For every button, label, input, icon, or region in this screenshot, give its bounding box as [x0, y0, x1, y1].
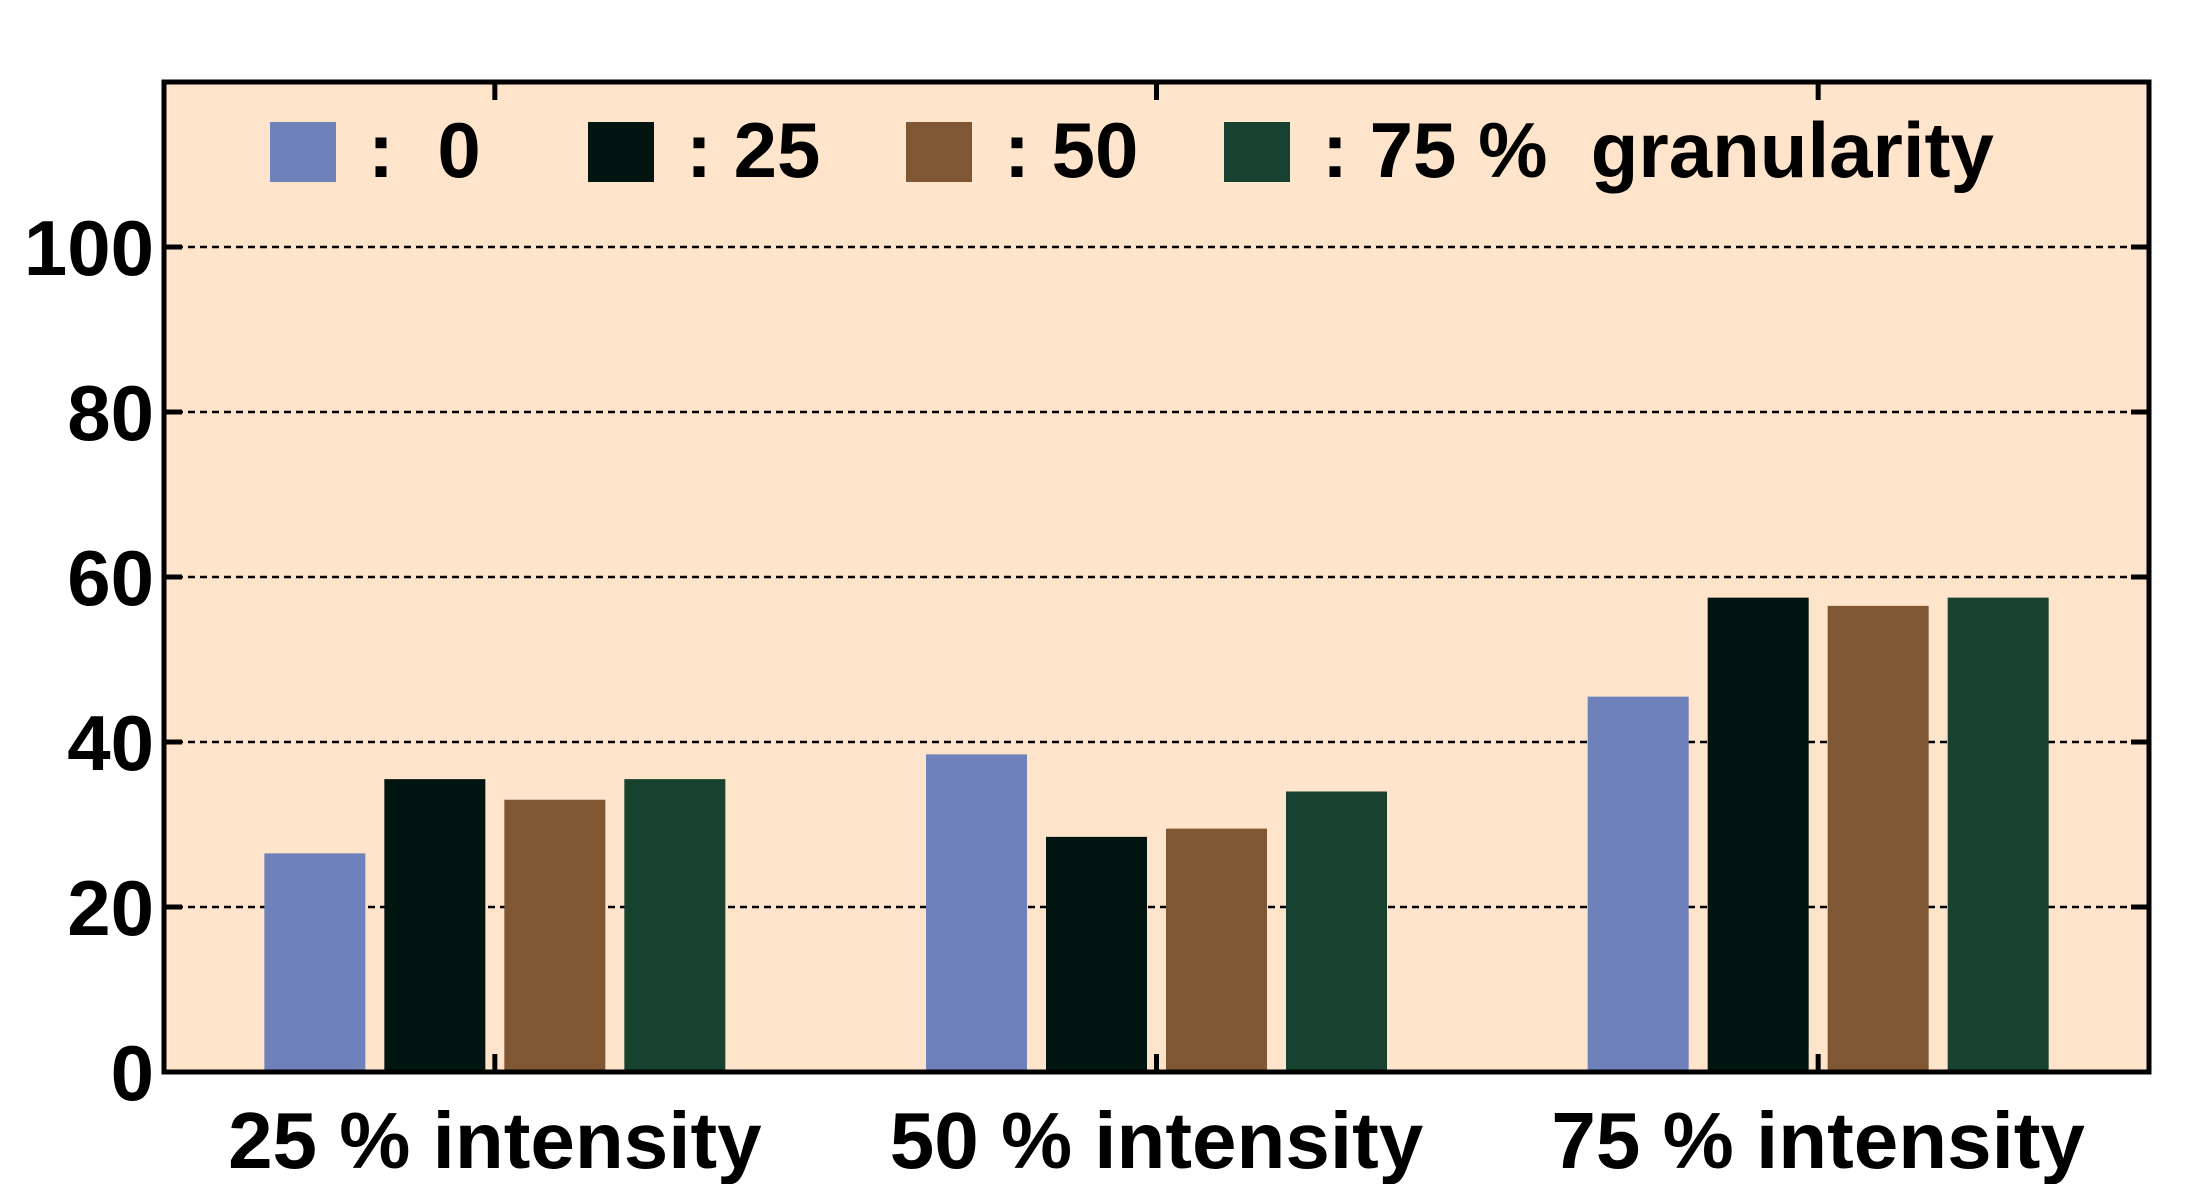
- y-tick-label-0: 0: [111, 1029, 154, 1117]
- legend-label-3: : 50: [1004, 106, 1138, 194]
- bar-3-4: [1947, 597, 2049, 1072]
- bar-1-2: [384, 779, 486, 1072]
- legend-label-4: : 75 % granularity: [1322, 106, 1994, 194]
- bars: [264, 597, 2049, 1072]
- gridlines: [164, 245, 2149, 909]
- bar-2-3: [1166, 828, 1267, 1072]
- legend-swatch-1: [270, 122, 336, 182]
- bar-3-1: [1587, 696, 1689, 1072]
- ticks: [164, 82, 2149, 1075]
- x-tick-labels: 25 % intensity 50 % intensity 75 % intensi…: [228, 1096, 2085, 1184]
- legend: : 0 : 25 : 50 : 75 % granularity: [270, 106, 1994, 194]
- y-tick-label-80: 80: [67, 369, 154, 457]
- bar-2-1: [926, 754, 1027, 1072]
- bar-3-2: [1707, 597, 1809, 1072]
- legend-swatch-4: [1224, 122, 1290, 182]
- y-tick-label-40: 40: [67, 699, 154, 787]
- legend-swatch-2: [588, 122, 654, 182]
- bar-1-4: [624, 779, 726, 1072]
- y-tick-label-20: 20: [67, 864, 154, 952]
- x-tick-label-2: 50 % intensity: [890, 1096, 1424, 1184]
- bar-2-4: [1286, 791, 1387, 1072]
- x-tick-label-3: 75 % intensity: [1551, 1096, 2085, 1184]
- x-tick-label-1: 25 % intensity: [228, 1096, 762, 1184]
- bar-3-3: [1827, 605, 1929, 1072]
- bar-1-1: [264, 853, 366, 1072]
- legend-swatch-3: [906, 122, 972, 182]
- bar-2-2: [1046, 836, 1147, 1072]
- legend-label-2: : 25: [686, 106, 820, 194]
- y-tick-label-100: 100: [24, 204, 154, 292]
- y-tick-label-60: 60: [67, 534, 154, 622]
- legend-label-1: : 0: [368, 106, 481, 194]
- bar-1-3: [504, 799, 606, 1072]
- y-tick-labels: 0 20 40 60 80 100: [24, 204, 154, 1117]
